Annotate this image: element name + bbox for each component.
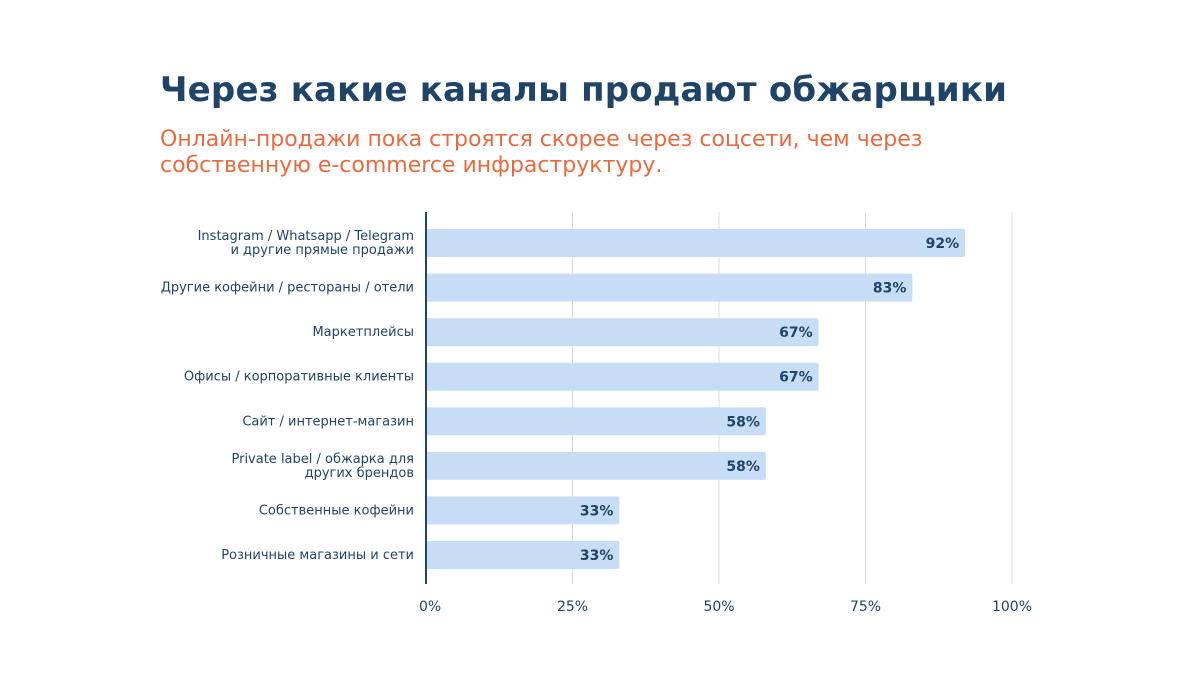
bar-value-label: 58% — [726, 459, 760, 475]
bar — [426, 540, 620, 569]
category-label: Маркетплейсы — [312, 325, 414, 340]
page-title: Через какие каналы продают обжарщики — [160, 70, 1008, 110]
category-label: Розничные магазины и сети — [221, 548, 414, 563]
grid-lines — [572, 212, 1013, 584]
x-tick-label: 100% — [992, 599, 1032, 615]
category-label: Собственные кофейни — [259, 503, 414, 518]
category-label: и другие прямые продажи — [230, 243, 414, 258]
x-tick-label: 50% — [703, 599, 734, 615]
bar — [426, 451, 766, 480]
x-tick-label: 75% — [850, 599, 881, 615]
category-label: Сайт / интернет-магазин — [242, 414, 414, 429]
category-label: Private label / обжарка для — [231, 452, 414, 467]
bar — [426, 496, 620, 525]
category-label: Офисы / корпоративные клиенты — [184, 370, 414, 385]
x-tick-label: 25% — [557, 599, 588, 615]
bar-value-label: 58% — [726, 414, 760, 430]
category-label: Instagram / Whatsapp / Telegram — [198, 229, 414, 244]
bar — [426, 273, 913, 302]
bar-value-label: 67% — [779, 325, 813, 341]
bar-value-label: 33% — [580, 503, 614, 519]
bar-value-label: 83% — [873, 281, 907, 297]
category-label: других брендов — [305, 466, 414, 481]
bar-value-label: 33% — [580, 548, 614, 564]
bar-value-label: 92% — [926, 236, 960, 252]
bars: 92% 83% 67% 67% 58% 58% 33% 33% — [426, 229, 966, 569]
x-tick-labels: 0% 25% 50% 75% 100% — [419, 599, 1032, 615]
bar — [426, 318, 819, 347]
bar — [426, 362, 819, 391]
bar-value-label: 67% — [779, 370, 813, 386]
page-subtitle: Онлайн-продажи пока строятся скорее чере… — [160, 127, 923, 178]
bar — [426, 407, 766, 436]
category-label: Другие кофейни / рестораны / отели — [161, 281, 414, 296]
bar — [426, 229, 966, 257]
x-tick-label: 0% — [419, 599, 441, 615]
